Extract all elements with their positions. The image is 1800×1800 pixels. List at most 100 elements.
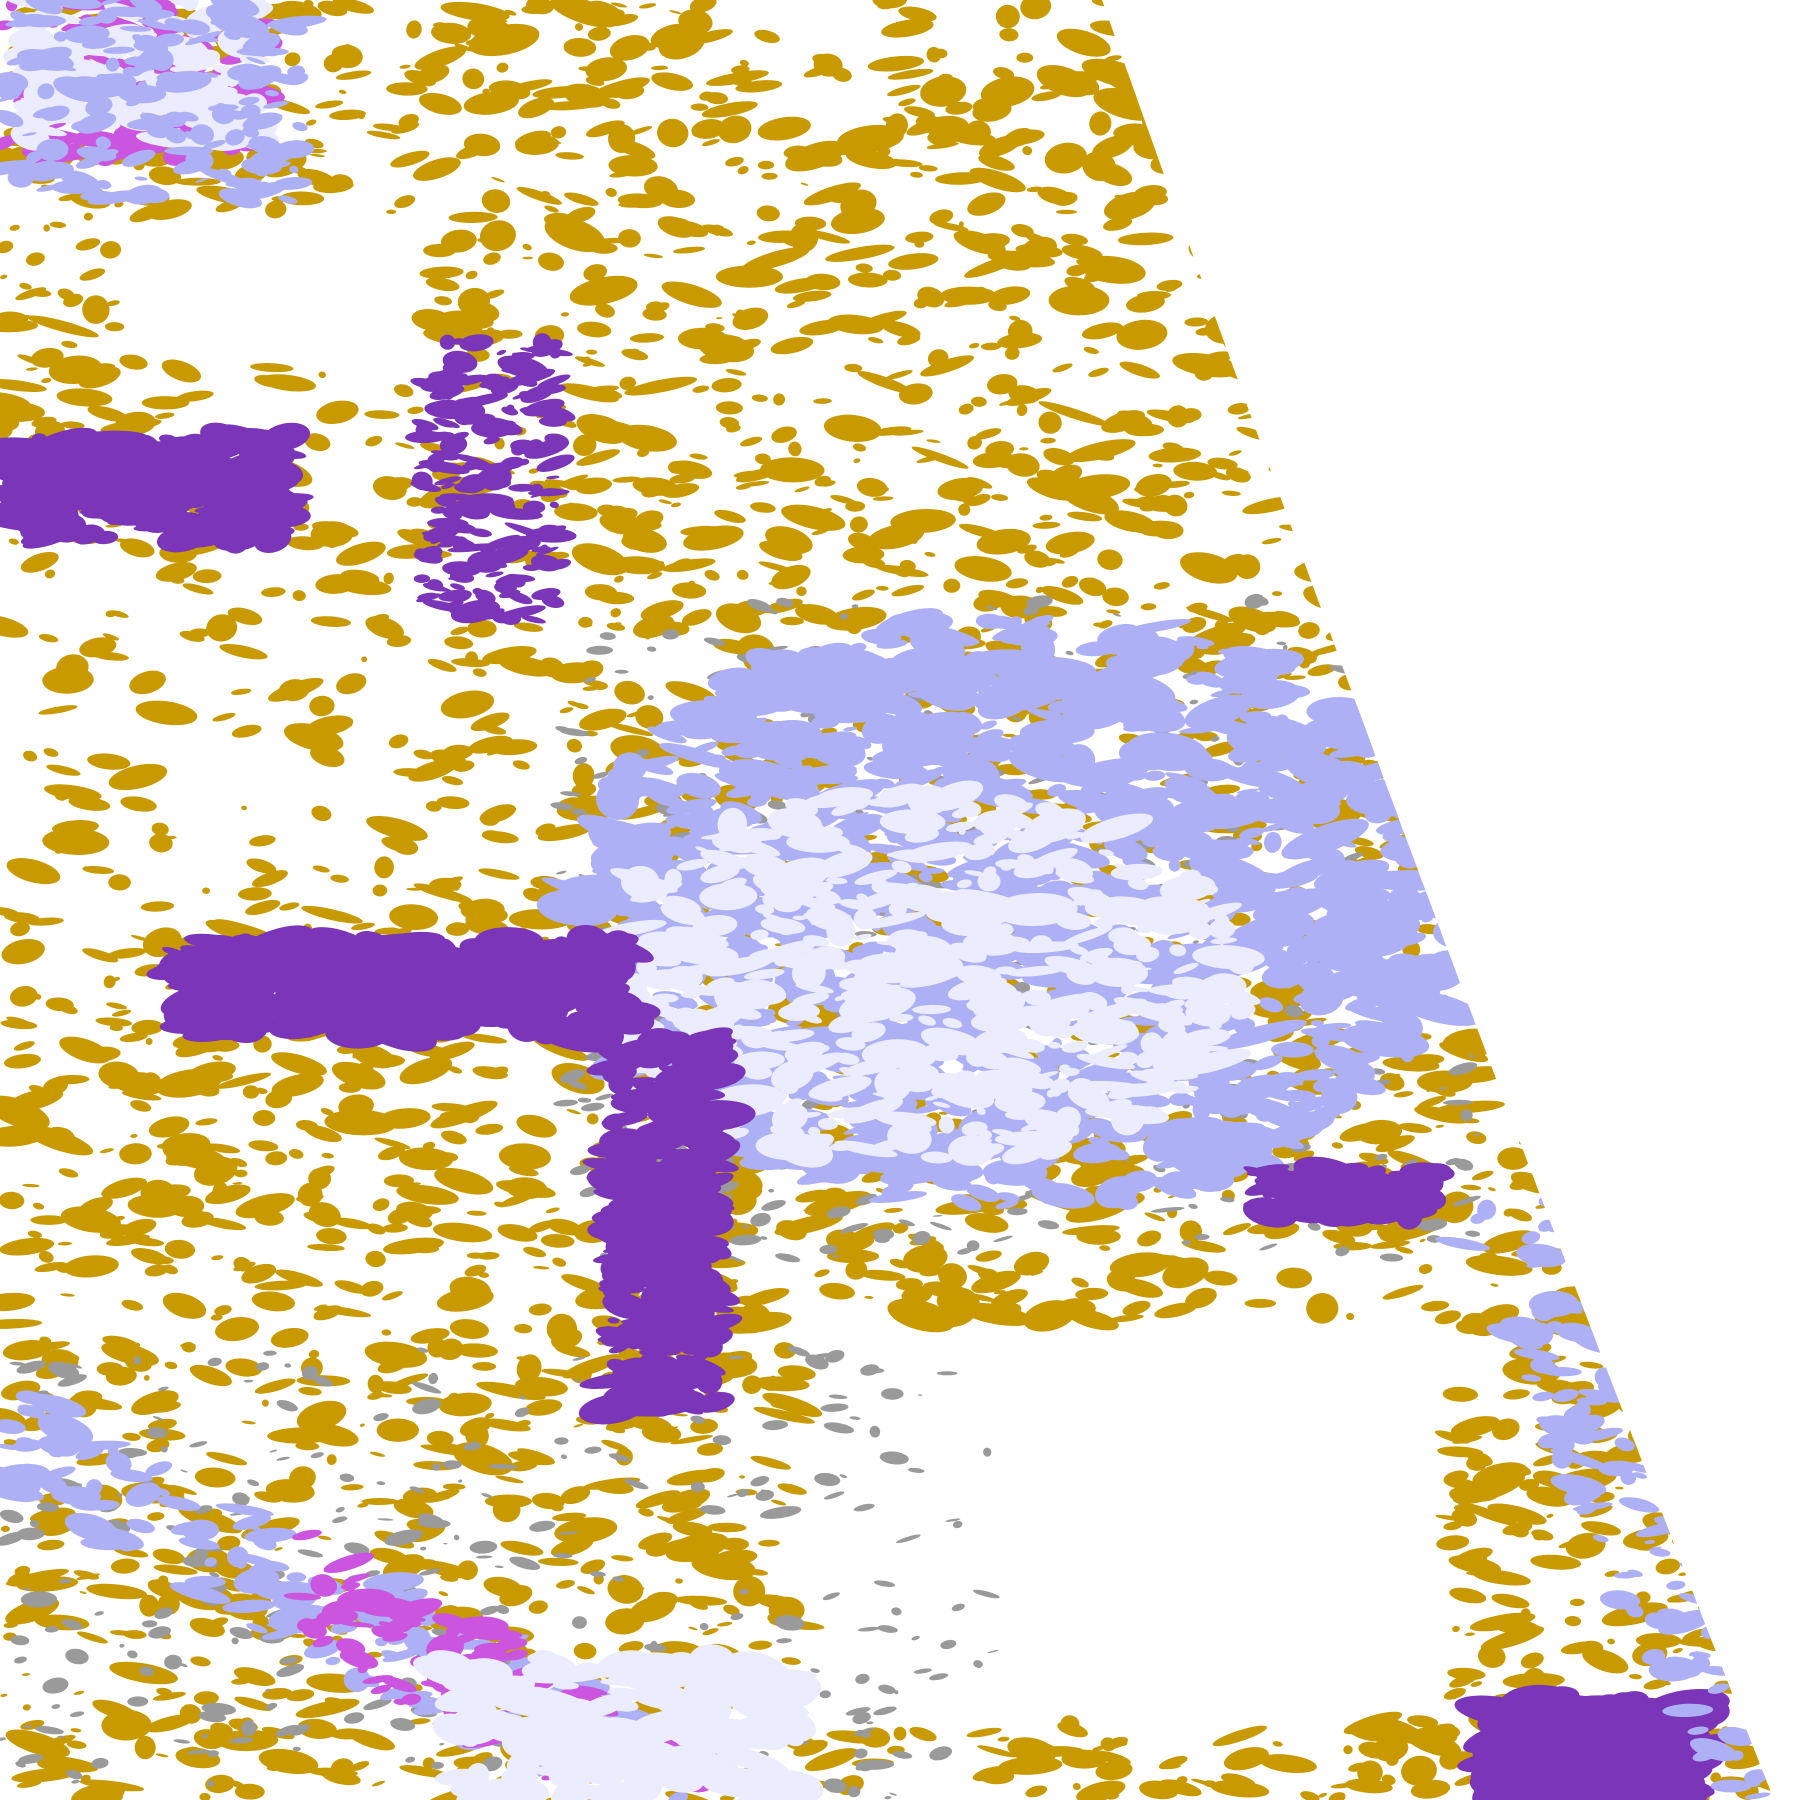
cloud-patch xyxy=(1005,346,1020,360)
cloud-patch xyxy=(214,1305,232,1316)
cloud-patch xyxy=(1061,244,1103,261)
cloud-patch xyxy=(572,763,595,789)
cloud-patch xyxy=(1016,52,1034,63)
cloud-patch xyxy=(739,1475,745,1479)
cloud-patch xyxy=(1658,1679,1671,1686)
cloud-patch xyxy=(1678,1572,1688,1576)
cloud-patch xyxy=(1078,577,1107,597)
cloud-patch xyxy=(662,558,716,573)
cloud-patch xyxy=(638,1532,673,1550)
cloud-patch xyxy=(489,1066,509,1078)
cloud-patch xyxy=(152,1691,186,1701)
cloud-patch xyxy=(491,176,505,183)
cloud-patch xyxy=(1102,587,1129,607)
cloud-patch xyxy=(152,1548,185,1565)
cloud-patch xyxy=(690,1481,705,1493)
cloud-patch xyxy=(1436,1535,1470,1551)
cloud-patch xyxy=(1035,586,1044,593)
cloud-patch xyxy=(481,189,511,213)
cloud-patch xyxy=(419,266,464,279)
cloud-patch xyxy=(382,1291,403,1301)
cloud-patch xyxy=(182,583,214,595)
cloud-patch xyxy=(357,1502,369,1508)
cloud-patch xyxy=(1184,317,1209,327)
cloud-patch xyxy=(445,922,470,936)
cloud-patch xyxy=(442,1460,462,1469)
cloud-patch xyxy=(279,902,300,911)
cloud-patch xyxy=(195,1118,218,1126)
cloud-patch xyxy=(254,1280,307,1291)
cloud-patch xyxy=(577,321,612,338)
cloud-patch xyxy=(312,865,330,873)
cloud-patch xyxy=(1443,1687,1466,1700)
cloud-patch xyxy=(1487,1503,1547,1525)
cloud-patch xyxy=(825,606,887,631)
cloud-patch xyxy=(670,1434,713,1445)
cloud-patch xyxy=(386,82,428,96)
cloud-patch xyxy=(537,823,592,842)
cloud-patch xyxy=(119,354,148,370)
cloud-patch xyxy=(80,1774,91,1782)
cloud-patch xyxy=(1393,1091,1414,1098)
cloud-patch xyxy=(205,1774,235,1794)
cloud-patch xyxy=(909,1726,937,1742)
cloud-patch xyxy=(844,363,863,373)
cloud-patch xyxy=(4,1053,41,1069)
cloud-patch xyxy=(41,377,52,384)
cloud-patch xyxy=(737,166,749,175)
cloud-patch xyxy=(792,290,832,302)
cloud-patch xyxy=(231,724,262,738)
cloud-patch xyxy=(61,340,78,349)
cloud-patch xyxy=(234,1169,248,1178)
cloud-patch xyxy=(96,1362,124,1376)
cloud-patch xyxy=(538,190,551,201)
cloud-patch xyxy=(1140,603,1157,611)
cloud-patch xyxy=(1153,582,1170,590)
cloud-patch xyxy=(1464,1632,1475,1636)
cloud-patch xyxy=(131,1390,179,1415)
cloud-patch xyxy=(1176,663,1196,674)
cloud-patch xyxy=(1045,531,1095,555)
cloud-patch xyxy=(440,876,464,887)
cloud-patch xyxy=(504,9,517,16)
cloud-patch xyxy=(307,1243,345,1252)
cloud-patch xyxy=(217,1535,241,1551)
cloud-patch xyxy=(480,1418,531,1432)
cloud-patch xyxy=(248,1140,279,1152)
cloud-patch xyxy=(396,1184,459,1205)
cloud-patch xyxy=(43,748,59,757)
cloud-patch xyxy=(898,6,937,22)
cloud-patch xyxy=(717,1621,733,1627)
cloud-patch xyxy=(216,1072,272,1089)
cloud-patch xyxy=(1579,1361,1604,1369)
cloud-patch xyxy=(414,46,467,70)
cloud-patch xyxy=(110,1558,140,1574)
cloud-patch xyxy=(376,1418,419,1442)
cloud-patch xyxy=(130,1100,152,1112)
cloud-patch xyxy=(251,1291,295,1312)
cloud-patch xyxy=(1052,363,1073,373)
cloud-patch xyxy=(1186,606,1234,622)
cloud-patch xyxy=(87,753,131,770)
cloud-patch xyxy=(351,922,375,931)
cloud-patch xyxy=(601,1439,629,1451)
cloud-patch xyxy=(144,1264,169,1277)
cloud-patch xyxy=(484,1494,532,1509)
cloud-patch xyxy=(393,768,427,777)
cloud-patch xyxy=(689,0,717,13)
cloud-patch xyxy=(991,494,1009,501)
cloud-patch xyxy=(0,1693,8,1697)
cloud-patch xyxy=(761,172,778,180)
cloud-patch xyxy=(19,282,32,290)
cloud-patch xyxy=(189,628,211,638)
cloud-patch xyxy=(394,195,416,209)
cloud-patch xyxy=(119,1032,148,1043)
cloud-patch xyxy=(1107,1794,1120,1800)
cloud-patch xyxy=(1328,1792,1346,1800)
cloud-patch xyxy=(719,1537,750,1551)
cloud-patch xyxy=(768,1188,775,1193)
cloud-patch xyxy=(853,443,866,452)
cloud-patch xyxy=(316,400,359,425)
cloud-patch xyxy=(755,453,771,465)
cloud-patch xyxy=(554,1517,618,1544)
